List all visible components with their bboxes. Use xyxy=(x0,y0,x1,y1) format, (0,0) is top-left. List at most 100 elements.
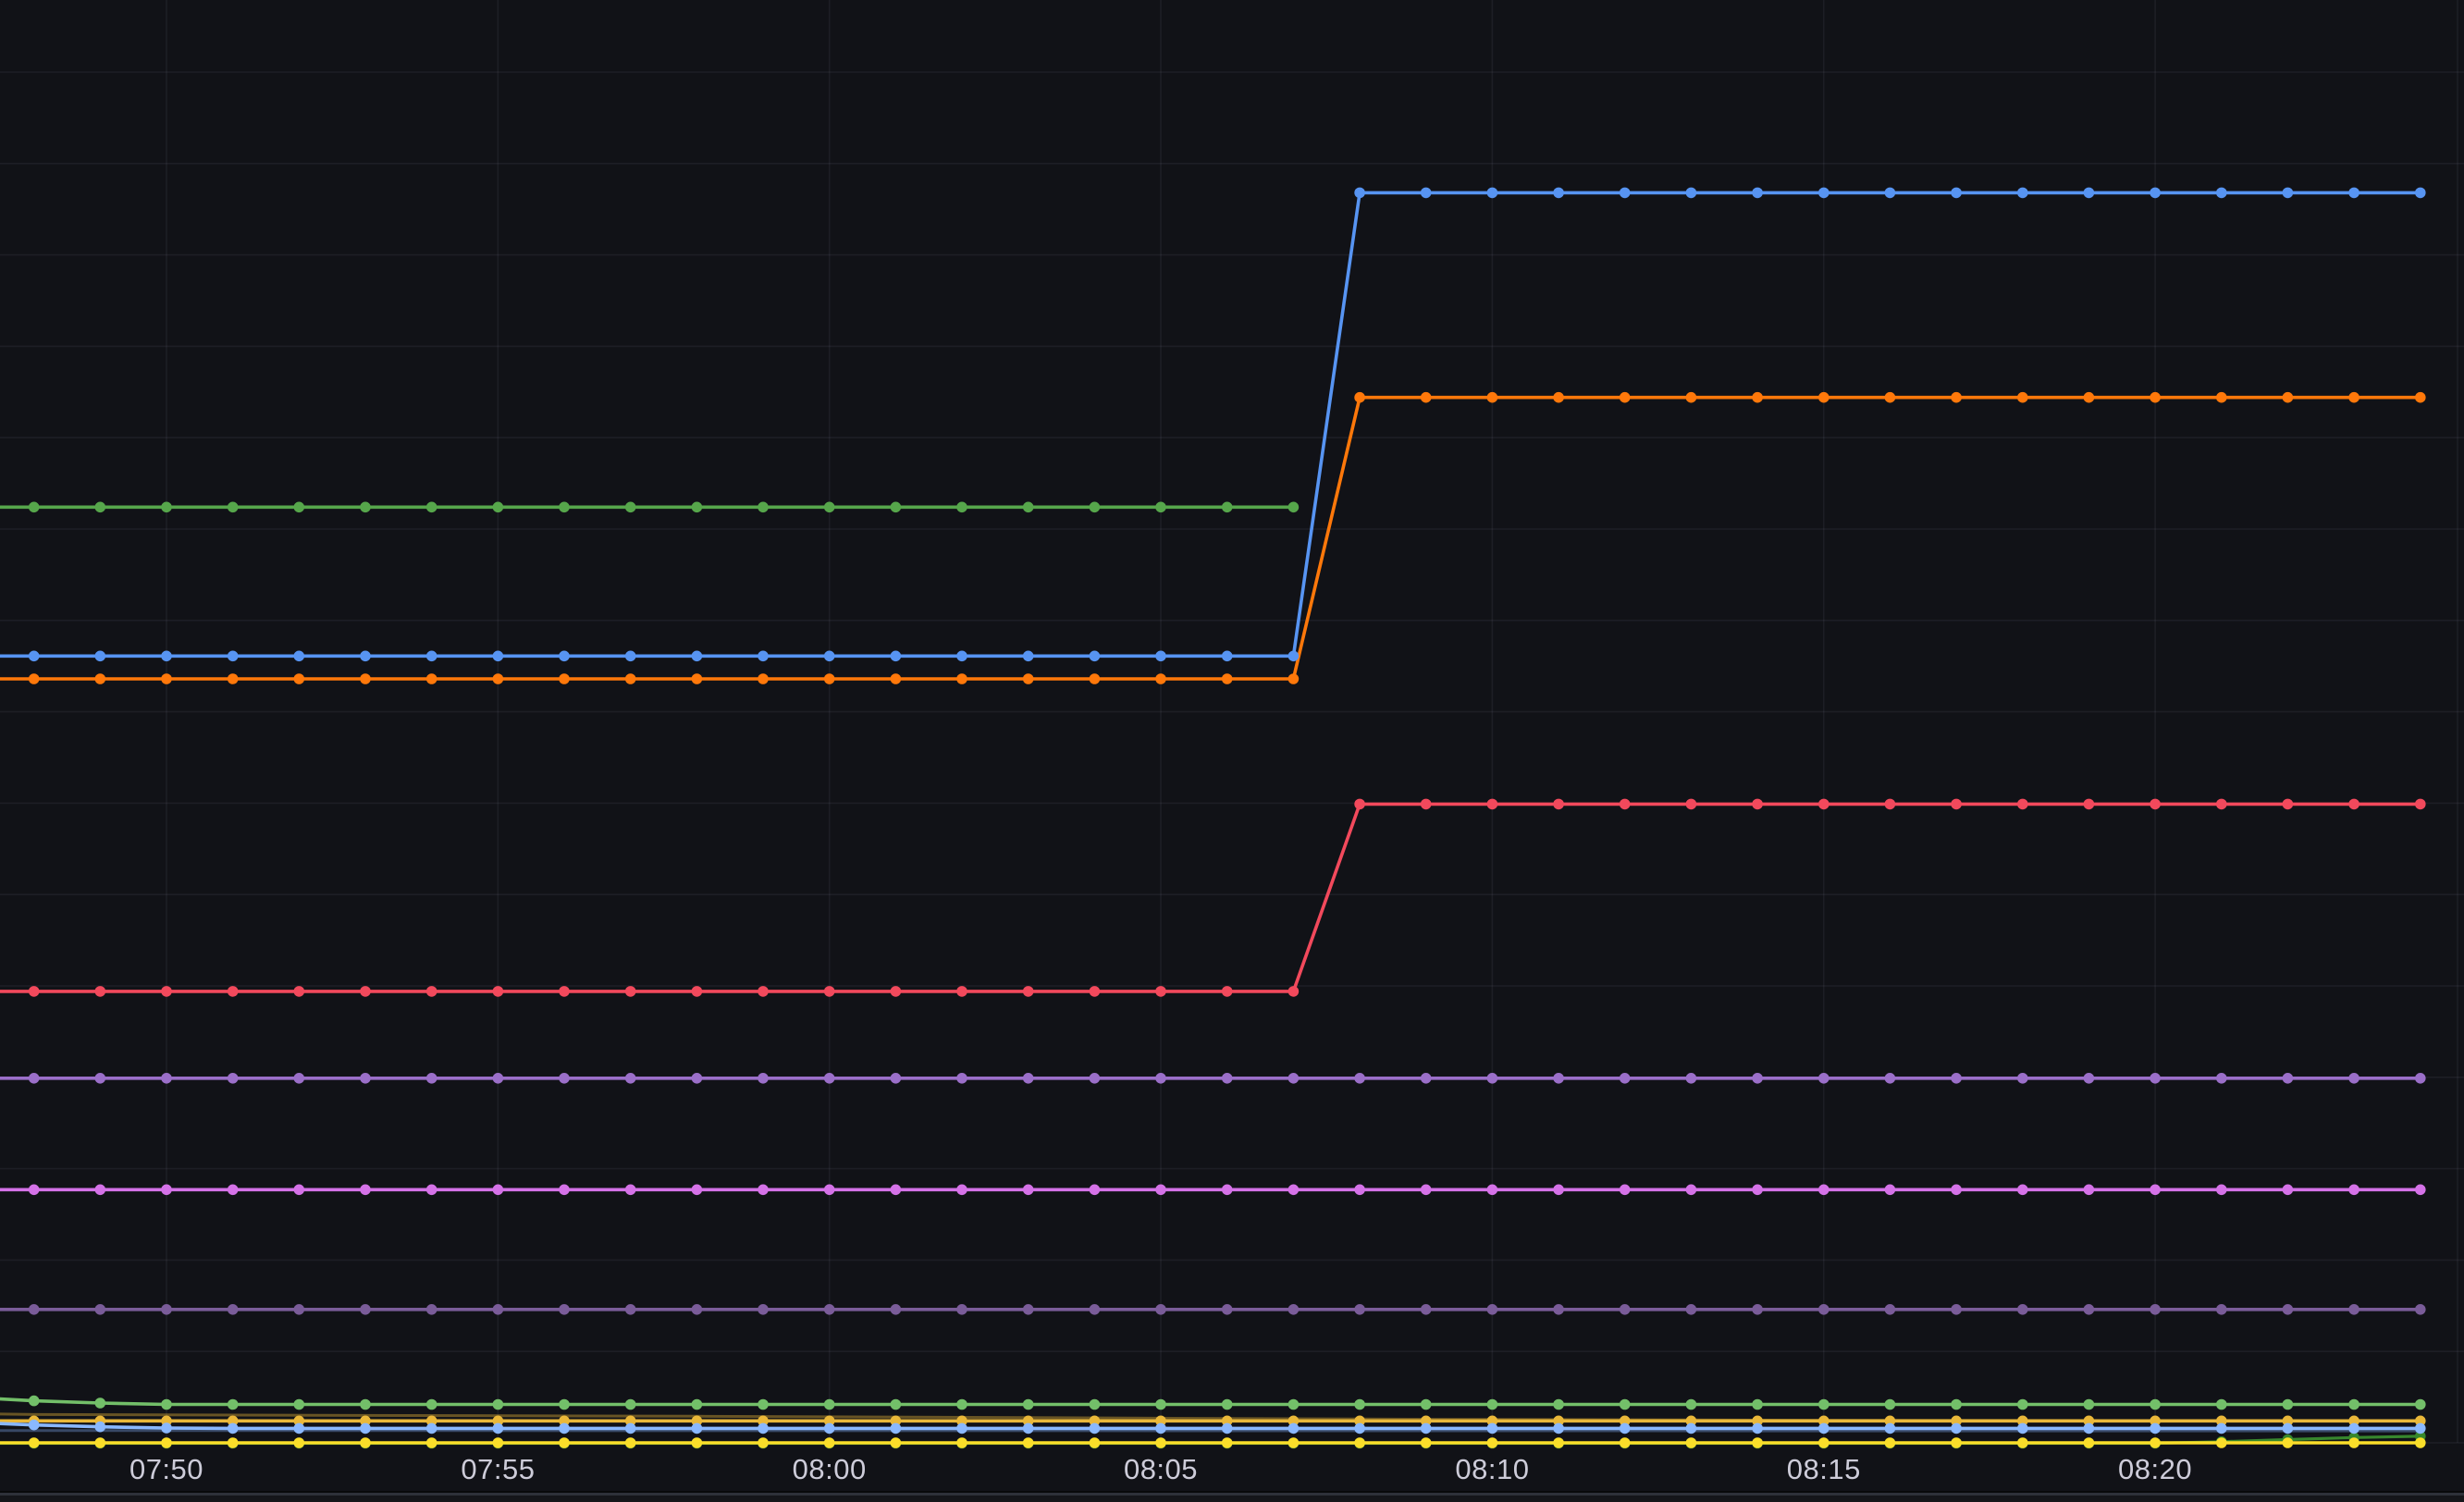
data-point[interactable] xyxy=(1884,1184,1896,1196)
data-point[interactable] xyxy=(161,673,172,684)
data-point[interactable] xyxy=(425,1398,437,1410)
data-point[interactable] xyxy=(1884,1073,1896,1084)
data-point[interactable] xyxy=(1951,1184,1962,1196)
data-point[interactable] xyxy=(161,1437,172,1448)
data-point[interactable] xyxy=(1951,798,1962,810)
data-point[interactable] xyxy=(227,673,239,684)
data-point[interactable] xyxy=(1951,187,1962,199)
data-point[interactable] xyxy=(1951,1398,1962,1410)
data-point[interactable] xyxy=(1951,1304,1962,1315)
data-point[interactable] xyxy=(227,1184,239,1196)
data-point[interactable] xyxy=(823,673,835,684)
data-point[interactable] xyxy=(1420,187,1432,199)
data-point[interactable] xyxy=(492,1398,504,1410)
data-point[interactable] xyxy=(1951,391,1962,403)
data-point[interactable] xyxy=(1287,1437,1300,1448)
data-point[interactable] xyxy=(1619,1073,1631,1084)
data-point[interactable] xyxy=(1486,391,1498,403)
data-point[interactable] xyxy=(691,1422,703,1434)
data-point[interactable] xyxy=(758,673,769,684)
data-point[interactable] xyxy=(227,1415,239,1427)
data-point[interactable] xyxy=(624,501,636,513)
data-point[interactable] xyxy=(624,1398,636,1410)
series-light-blue[interactable] xyxy=(0,1419,2426,1434)
data-point[interactable] xyxy=(293,1415,305,1427)
data-point[interactable] xyxy=(161,1422,172,1434)
data-point[interactable] xyxy=(1221,1398,1233,1410)
data-point[interactable] xyxy=(1089,1304,1101,1315)
data-point[interactable] xyxy=(758,1073,769,1084)
data-point[interactable] xyxy=(1420,1437,1432,1448)
data-point[interactable] xyxy=(1752,391,1763,403)
data-point[interactable] xyxy=(1951,1073,1962,1084)
data-point[interactable] xyxy=(1287,1415,1300,1427)
data-point[interactable] xyxy=(492,1415,504,1427)
data-point[interactable] xyxy=(691,1184,703,1196)
data-point[interactable] xyxy=(890,1304,902,1315)
data-point[interactable] xyxy=(293,1422,305,1434)
data-point[interactable] xyxy=(425,1415,437,1427)
data-point[interactable] xyxy=(1022,1415,1034,1427)
data-point[interactable] xyxy=(1685,1398,1697,1410)
data-point[interactable] xyxy=(1354,798,1365,810)
data-point[interactable] xyxy=(691,1304,703,1315)
data-point[interactable] xyxy=(1951,1415,1962,1427)
data-point[interactable] xyxy=(1420,391,1432,403)
data-point[interactable] xyxy=(1685,798,1697,810)
data-point[interactable] xyxy=(492,650,504,662)
data-point[interactable] xyxy=(890,1073,902,1084)
data-point[interactable] xyxy=(94,1184,106,1196)
data-point[interactable] xyxy=(624,1422,636,1434)
data-point[interactable] xyxy=(758,1398,769,1410)
data-point[interactable] xyxy=(823,650,835,662)
data-point[interactable] xyxy=(425,673,437,684)
data-point[interactable] xyxy=(1486,1073,1498,1084)
data-point[interactable] xyxy=(1818,1422,1830,1434)
data-point[interactable] xyxy=(227,1437,239,1448)
series-orange[interactable] xyxy=(0,391,2426,684)
data-point[interactable] xyxy=(559,650,570,662)
data-point[interactable] xyxy=(2216,391,2227,403)
data-point[interactable] xyxy=(161,1398,172,1410)
data-point[interactable] xyxy=(1752,187,1763,199)
data-point[interactable] xyxy=(1818,1184,1830,1196)
data-point[interactable] xyxy=(1287,673,1300,684)
data-point[interactable] xyxy=(2348,1437,2359,1448)
data-point[interactable] xyxy=(2282,798,2294,810)
data-point[interactable] xyxy=(1287,501,1300,513)
data-point[interactable] xyxy=(2282,187,2294,199)
data-point[interactable] xyxy=(956,501,967,513)
data-point[interactable] xyxy=(691,1398,703,1410)
data-point[interactable] xyxy=(425,1422,437,1434)
data-point[interactable] xyxy=(28,1184,40,1196)
data-point[interactable] xyxy=(1354,1437,1365,1448)
data-point[interactable] xyxy=(1089,673,1101,684)
data-point[interactable] xyxy=(1486,1398,1498,1410)
data-point[interactable] xyxy=(1221,501,1233,513)
data-point[interactable] xyxy=(94,650,106,662)
data-point[interactable] xyxy=(2017,1437,2028,1448)
data-point[interactable] xyxy=(1089,650,1101,662)
data-point[interactable] xyxy=(492,1304,504,1315)
data-point[interactable] xyxy=(425,986,437,997)
data-point[interactable] xyxy=(1752,798,1763,810)
data-point[interactable] xyxy=(2083,187,2095,199)
data-point[interactable] xyxy=(1420,1073,1432,1084)
data-point[interactable] xyxy=(425,1437,437,1448)
data-point[interactable] xyxy=(956,650,967,662)
data-point[interactable] xyxy=(1155,1073,1166,1084)
data-point[interactable] xyxy=(758,1422,769,1434)
data-point[interactable] xyxy=(1486,1415,1498,1427)
data-point[interactable] xyxy=(758,1437,769,1448)
data-point[interactable] xyxy=(1089,501,1101,513)
data-point[interactable] xyxy=(1354,1184,1365,1196)
data-point[interactable] xyxy=(2216,187,2227,199)
data-point[interactable] xyxy=(758,501,769,513)
data-point[interactable] xyxy=(1155,501,1166,513)
data-point[interactable] xyxy=(559,673,570,684)
data-point[interactable] xyxy=(2415,1304,2426,1315)
series-purple-bright[interactable] xyxy=(0,1184,2426,1196)
data-point[interactable] xyxy=(1884,187,1896,199)
data-point[interactable] xyxy=(1287,1073,1300,1084)
data-point[interactable] xyxy=(492,986,504,997)
